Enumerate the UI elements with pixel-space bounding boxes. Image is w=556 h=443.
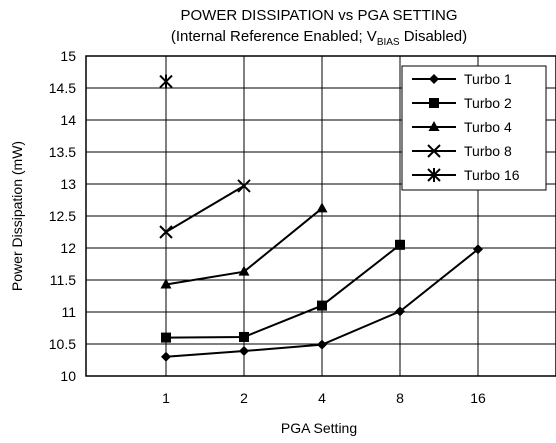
data-point	[239, 346, 249, 357]
data-point	[316, 202, 328, 213]
x-axis: 1 2 4 8 16	[162, 390, 486, 406]
y-tick-label: 15	[60, 48, 76, 64]
y-axis: 10 10.5 11 11.5 12 12.5 13 13.5 14 14.5 15	[49, 48, 76, 384]
data-point	[395, 306, 405, 317]
y-tick-label: 12	[60, 240, 76, 256]
legend-marker	[429, 98, 439, 108]
data-point	[159, 225, 173, 239]
chart-subtitle: (Internal Reference Enabled; VBIAS Disab…	[171, 28, 467, 48]
data-point	[237, 179, 251, 193]
plot-area	[85, 55, 556, 377]
series-line	[165, 244, 401, 339]
legend-label: Turbo 1	[464, 71, 512, 87]
x-tick-label: 8	[396, 390, 404, 406]
series-line	[165, 185, 245, 233]
legend-label: Turbo 8	[464, 143, 512, 159]
y-tick-label: 14.5	[49, 80, 76, 96]
legend-marker	[428, 121, 440, 131]
y-tick-label: 10.5	[49, 336, 76, 352]
subtitle-part-after: Disabled)	[400, 28, 468, 45]
data-point	[473, 244, 483, 255]
subtitle-part-before: (Internal Reference Enabled; V	[171, 28, 377, 45]
x-axis-label: PGA Setting	[281, 420, 357, 436]
data-point	[317, 339, 327, 350]
legend-marker	[427, 144, 441, 158]
chart-title: POWER DISSIPATION vs PGA SETTING	[181, 7, 458, 24]
y-tick-label: 12.5	[49, 208, 76, 224]
data-point	[395, 239, 405, 250]
legend-marker	[427, 168, 441, 182]
y-tick-label: 10	[60, 368, 76, 384]
legend-marker	[429, 74, 439, 84]
subtitle-part-sub: BIAS	[377, 37, 400, 48]
grid	[86, 56, 556, 376]
x-tick-label: 1	[162, 390, 170, 406]
legend-label: Turbo 2	[464, 95, 512, 111]
series-group	[159, 74, 483, 362]
data-point	[238, 265, 250, 276]
y-tick-label: 13	[60, 176, 76, 192]
data-point	[161, 332, 171, 343]
y-tick-label: 11.5	[50, 272, 76, 288]
data-point	[317, 300, 327, 311]
x-tick-label: 2	[240, 390, 248, 406]
y-tick-label: 11	[61, 304, 76, 320]
data-point	[161, 351, 171, 362]
data-point	[239, 331, 249, 342]
legend-label: Turbo 4	[464, 119, 512, 135]
y-axis-label: Power Dissipation (mW)	[9, 141, 25, 291]
y-tick-label: 14	[60, 112, 76, 128]
y-tick-label: 13.5	[49, 144, 76, 160]
legend: Turbo 1 Turbo 2 Turbo 4 Turbo 8 Turbo 16	[401, 65, 547, 191]
legend-label: Turbo 16	[464, 167, 520, 183]
data-point	[159, 74, 173, 89]
data-point	[160, 278, 172, 289]
x-tick-label: 16	[470, 390, 486, 406]
x-tick-label: 4	[318, 390, 326, 406]
